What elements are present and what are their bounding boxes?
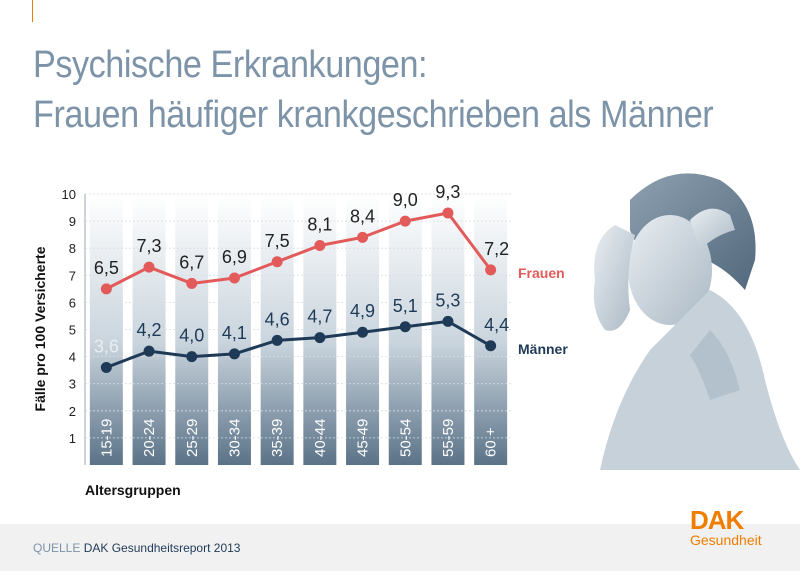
y-tick-label: 6 bbox=[69, 295, 76, 310]
data-label: 5,3 bbox=[435, 290, 460, 310]
data-label: 4,7 bbox=[307, 307, 332, 327]
data-point bbox=[228, 348, 240, 360]
y-tick-label: 4 bbox=[69, 350, 76, 365]
series-line-frauen bbox=[105, 211, 492, 291]
series-line-maenner bbox=[105, 319, 492, 369]
data-point bbox=[100, 283, 112, 295]
source-label: QUELLE bbox=[33, 541, 81, 555]
data-label: 4,4 bbox=[484, 315, 509, 335]
x-tick-label: 40-44 bbox=[312, 419, 329, 457]
data-label: 4,0 bbox=[179, 326, 204, 346]
x-tick-label: 45-49 bbox=[355, 419, 372, 457]
logo-sub: Gesundheit bbox=[690, 532, 762, 548]
data-point bbox=[186, 351, 198, 363]
y-tick-label: 5 bbox=[69, 323, 76, 338]
data-label: 4,9 bbox=[350, 301, 375, 321]
data-point bbox=[357, 326, 369, 338]
x-tick-label: 20-24 bbox=[141, 419, 158, 457]
data-point bbox=[143, 261, 155, 273]
data-label: 5,1 bbox=[393, 296, 418, 316]
data-label: 7,3 bbox=[137, 236, 162, 256]
data-label: 6,5 bbox=[94, 258, 119, 278]
logo-brand: DAK bbox=[690, 505, 744, 535]
x-tick-label: 55-59 bbox=[440, 419, 457, 457]
x-tick-label: 30-34 bbox=[226, 419, 243, 457]
data-point bbox=[442, 315, 454, 327]
data-point bbox=[186, 277, 198, 289]
y-tick-label: 3 bbox=[69, 377, 76, 392]
dak-logo: DAK Gesundheit bbox=[690, 507, 770, 549]
data-point bbox=[442, 207, 454, 219]
data-point bbox=[357, 231, 369, 243]
series-name-label: Männer bbox=[518, 341, 568, 357]
data-label: 9,0 bbox=[393, 190, 418, 210]
x-axis-label: Altersgruppen bbox=[85, 482, 181, 498]
data-point bbox=[314, 332, 326, 344]
data-point bbox=[399, 321, 411, 333]
x-tick-label: 60 + bbox=[483, 427, 500, 457]
x-tick-label: 15-19 bbox=[98, 419, 115, 457]
source-text: DAK Gesundheitsreport 2013 bbox=[83, 541, 241, 555]
y-tick-label: 7 bbox=[69, 268, 76, 283]
data-label: 8,1 bbox=[307, 214, 332, 234]
series-name-label: Frauen bbox=[518, 265, 565, 281]
data-point bbox=[399, 215, 411, 227]
data-label: 4,6 bbox=[265, 309, 290, 329]
x-tick-label: 25-29 bbox=[184, 419, 201, 457]
source-note: QUELLE DAK Gesundheitsreport 2013 bbox=[33, 541, 240, 555]
data-label: 4,1 bbox=[222, 323, 247, 343]
data-label: 6,9 bbox=[222, 247, 247, 267]
y-tick-label: 8 bbox=[69, 241, 76, 256]
y-tick-label: 1 bbox=[69, 431, 76, 446]
woman-with-headache-illustration bbox=[593, 173, 800, 470]
y-tick-label: 2 bbox=[69, 404, 76, 419]
top-accent-line bbox=[32, 0, 33, 22]
data-label: 6,7 bbox=[179, 252, 204, 272]
title-line-1: Psychische Erkrankungen: bbox=[33, 44, 428, 86]
y-axis-label: Fälle pro 100 Versicherte bbox=[32, 246, 48, 411]
data-label: 7,2 bbox=[484, 239, 509, 259]
y-tick-label: 10 bbox=[62, 187, 76, 202]
x-tick-label: 50-54 bbox=[397, 419, 414, 457]
data-point bbox=[271, 334, 283, 346]
x-tick-label: 35-39 bbox=[269, 419, 286, 457]
y-tick-label: 9 bbox=[69, 214, 76, 229]
data-point bbox=[485, 264, 497, 276]
title-line-2: Frauen häufiger krankgeschrieben als Män… bbox=[33, 94, 714, 136]
footer-band bbox=[0, 524, 800, 571]
data-point bbox=[100, 361, 112, 373]
data-label: 3,6 bbox=[94, 336, 119, 356]
data-label: 7,5 bbox=[265, 231, 290, 251]
data-point bbox=[143, 345, 155, 357]
data-point bbox=[485, 340, 497, 352]
data-point bbox=[228, 272, 240, 284]
data-label: 8,4 bbox=[350, 206, 375, 226]
data-label: 4,2 bbox=[137, 320, 162, 340]
data-point bbox=[271, 256, 283, 268]
data-point bbox=[314, 239, 326, 251]
data-label: 9,3 bbox=[435, 182, 460, 202]
